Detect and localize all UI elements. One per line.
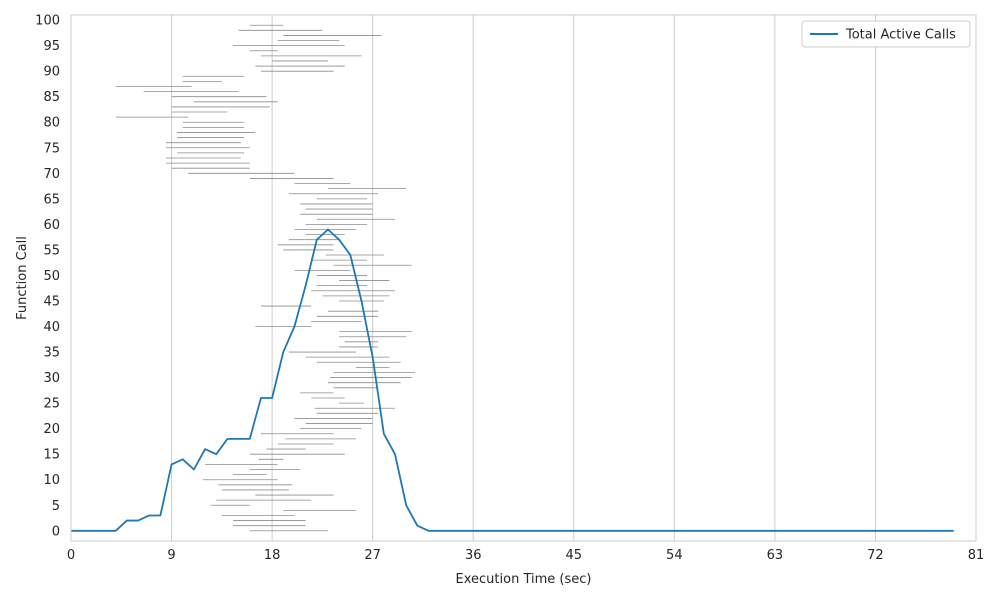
x-tick-label: 36 <box>465 548 482 563</box>
y-tick-label: 15 <box>43 448 60 463</box>
y-tick-label: 55 <box>43 243 60 258</box>
x-tick-labels: 0 9 18 27 36 45 54 63 72 81 <box>67 548 984 563</box>
y-tick-label: 90 <box>43 65 60 80</box>
y-tick-label: 80 <box>43 116 60 131</box>
y-tick-label: 40 <box>43 320 60 335</box>
y-tick-label: 75 <box>43 141 60 156</box>
call-interval-segments <box>115 24 416 532</box>
y-tick-label: 30 <box>43 371 60 386</box>
x-tick-label: 63 <box>767 548 784 563</box>
x-tick-label: 27 <box>364 548 381 563</box>
y-axis-label: Function Call <box>15 236 30 320</box>
x-tick-label: 81 <box>968 548 985 563</box>
y-tick-label: 0 <box>52 524 60 539</box>
x-axis-label: Execution Time (sec) <box>456 572 592 587</box>
x-tick-label: 9 <box>167 548 175 563</box>
total-active-calls-series <box>71 228 954 532</box>
y-tick-label: 95 <box>43 39 60 54</box>
x-tick-label: 72 <box>867 548 884 563</box>
legend-label: Total Active Calls <box>845 28 956 43</box>
y-tick-label: 25 <box>43 397 60 412</box>
plot-background <box>71 15 976 541</box>
plot-frame <box>70 14 977 542</box>
x-tick-label: 0 <box>67 548 75 563</box>
y-tick-label: 85 <box>43 90 60 105</box>
y-tick-label: 65 <box>43 192 60 207</box>
x-tick-label: 54 <box>666 548 683 563</box>
y-tick-label: 45 <box>43 294 60 309</box>
y-tick-labels: 0 5 10 15 20 25 30 35 40 45 50 55 60 65 70 75 80 85 90 95 10… <box>35 14 60 540</box>
y-tick-label: 50 <box>43 269 60 284</box>
legend-box <box>801 20 971 48</box>
y-tick-label: 60 <box>43 218 60 233</box>
y-tick-label: 5 <box>52 499 60 514</box>
y-tick-label: 70 <box>43 167 60 182</box>
y-tick-label: 20 <box>43 422 60 437</box>
x-tick-label: 45 <box>566 548 583 563</box>
series-line-total-active-calls <box>71 228 954 532</box>
y-tick-label: 10 <box>43 473 60 488</box>
y-tick-label: 35 <box>43 346 60 361</box>
y-tick-label: 100 <box>35 14 60 29</box>
x-gridlines <box>171 15 876 541</box>
x-tick-label: 18 <box>264 548 281 563</box>
legend: Total Active Calls <box>801 20 971 48</box>
